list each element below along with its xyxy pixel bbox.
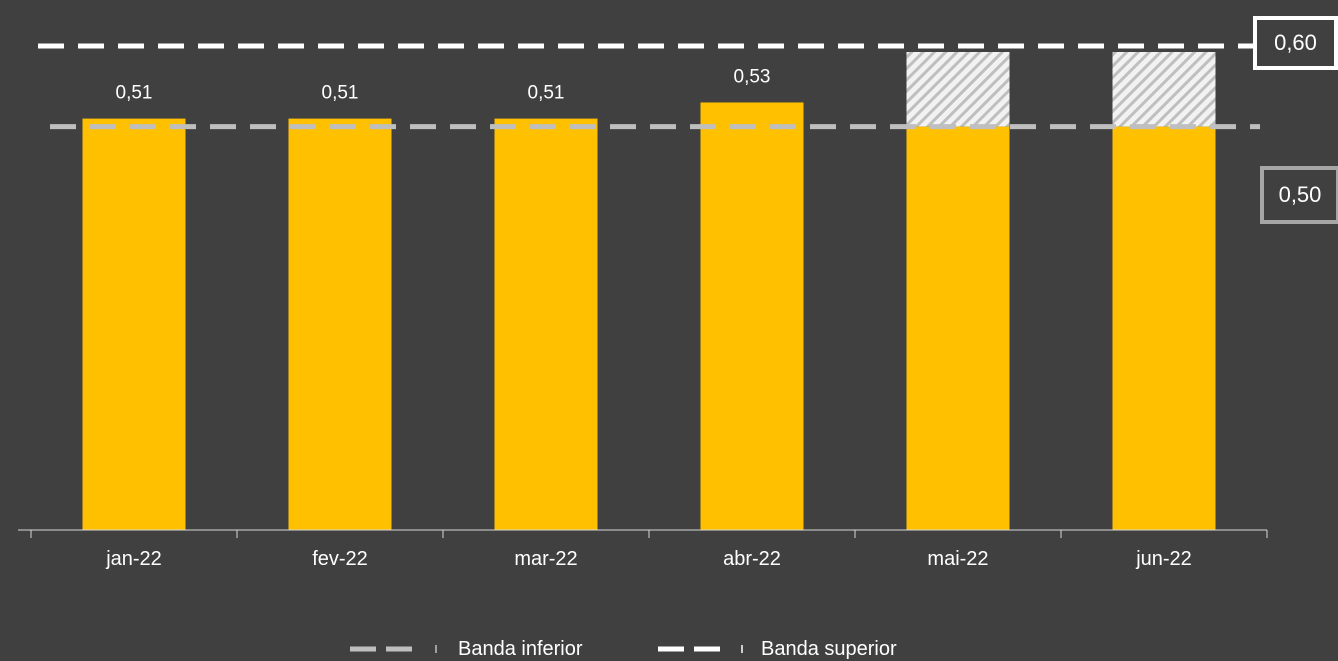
bars-group xyxy=(82,52,1216,531)
x-tick-label-mai-22: mai-22 xyxy=(927,548,988,570)
x-tick-label-fev-22: fev-22 xyxy=(312,548,368,570)
x-axis xyxy=(18,529,1268,538)
bar-mai-22 xyxy=(906,126,1010,531)
bar-jan-22 xyxy=(82,118,186,530)
bar-fev-22 xyxy=(288,118,392,530)
x-tick-label-mar-22: mar-22 xyxy=(514,548,577,570)
reference-lines-group xyxy=(38,43,1260,130)
x-tick-label-jan-22: jan-22 xyxy=(105,548,162,570)
bar-mar-22 xyxy=(494,118,598,530)
legend-label-upper-band: Banda superior xyxy=(761,637,897,660)
data-label-fev-22: 0,51 xyxy=(322,83,359,104)
lower-band-value: 0,50 xyxy=(1278,182,1322,207)
lower-band-legend-swatch xyxy=(350,645,437,653)
x-tick-label-jun-22: jun-22 xyxy=(1135,548,1192,570)
bar-abr-22 xyxy=(700,102,804,530)
x-tick-label-abr-22: abr-22 xyxy=(723,548,781,570)
data-labels-group: 0,51 0,51 0,51 0,53 xyxy=(116,66,771,103)
legend-label-lower-band: Banda inferior xyxy=(458,637,583,660)
data-label-mar-22: 0,51 xyxy=(528,83,565,104)
data-label-jan-22: 0,51 xyxy=(116,83,153,104)
x-tick-labels-group: jan-22 fev-22 mar-22 abr-22 mai-22 jun-22 xyxy=(105,548,1192,570)
bar-jun-22 xyxy=(1112,126,1216,531)
upper-band-value: 0,60 xyxy=(1274,30,1317,55)
legend-item-upper-band: Banda superior xyxy=(658,638,897,660)
upper-band-value-box: 0,60 xyxy=(1253,16,1338,70)
projected-range-jun-22 xyxy=(1112,52,1216,127)
lower-band-value-box: 0,50 xyxy=(1260,166,1338,224)
upper-band-legend-swatch xyxy=(658,645,743,653)
legend-item-lower-band: Banda inferior xyxy=(350,638,583,660)
projected-range-mai-22 xyxy=(906,52,1010,127)
data-label-abr-22: 0,53 xyxy=(734,66,771,87)
